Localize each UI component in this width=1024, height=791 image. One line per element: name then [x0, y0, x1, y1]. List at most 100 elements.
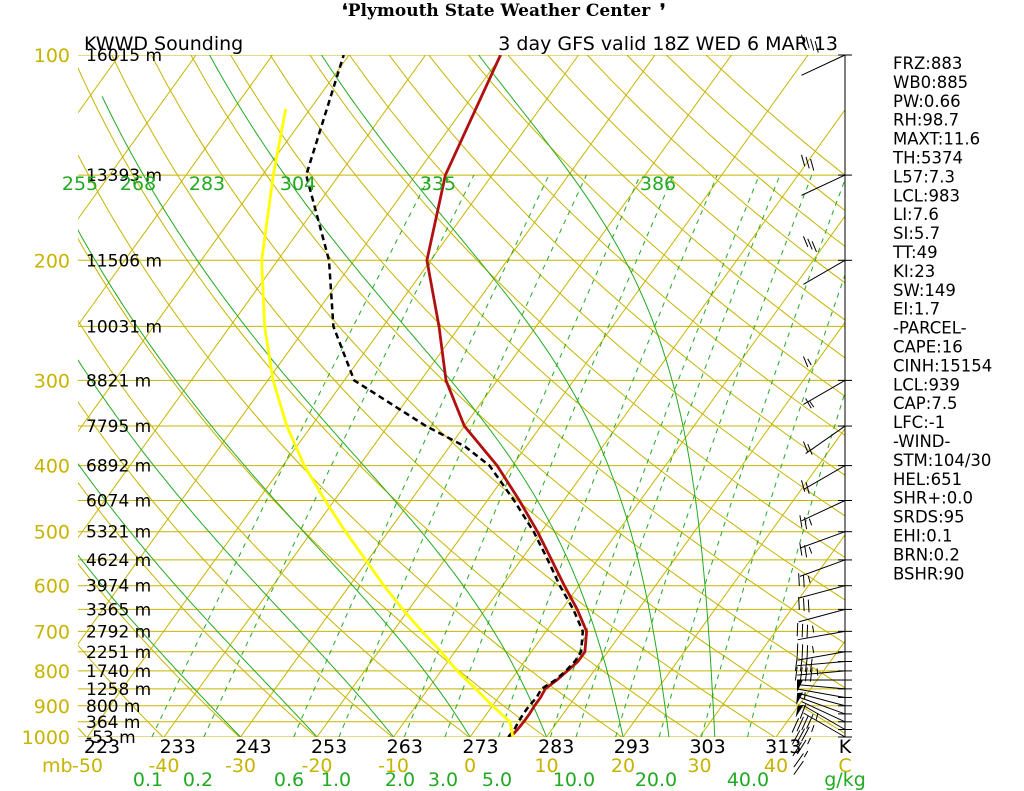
mixing-ratio-line [575, 174, 781, 737]
index-line: STM:104/30 [893, 451, 991, 470]
mixing-ratio-tick-label: 0.1 [133, 769, 163, 791]
wind-barb-staff [798, 692, 846, 707]
wind-barb-flag [796, 739, 807, 755]
index-line: -PARCEL- [893, 319, 967, 338]
pressure-label: 200 [34, 250, 70, 272]
mixing-ratio-tick-label: 2.0 [385, 769, 415, 791]
theta-tick-label: 223 [84, 736, 120, 758]
isotherm-line [78, 55, 273, 327]
wind-barb-flag [791, 718, 800, 733]
index-line: EI:1.7 [893, 300, 940, 319]
wind-barb-flag [799, 667, 803, 681]
theta-e-label: 335 [420, 173, 456, 195]
index-line: LCL:983 [893, 186, 960, 205]
wind-barb-staff [797, 688, 846, 698]
wind-barb-half-flag [812, 645, 815, 654]
wind-barb-flag [804, 658, 808, 672]
theta-tick-label: 303 [689, 736, 725, 758]
wind-barb-flag [805, 156, 810, 169]
pressure-label: 600 [34, 576, 70, 598]
index-line: HEL:651 [893, 470, 962, 489]
theta-tick-label: 273 [462, 736, 498, 758]
mixing-ratio-tick-label: 0.2 [183, 769, 213, 791]
mixing-ratio-line [203, 174, 475, 737]
index-line: WB0:885 [893, 73, 968, 92]
wind-barb-half-flag [808, 546, 813, 554]
theta-e-label: 386 [640, 173, 676, 195]
wind-barb-flag [799, 704, 807, 719]
height-label: 2251 m [86, 643, 151, 663]
wind-barb-flag [796, 728, 806, 744]
mixing-ratio-line [338, 174, 587, 737]
pressure-label: 300 [34, 370, 70, 392]
isotherm-line [78, 55, 426, 539]
dry-adiabat-line [78, 644, 164, 737]
wind-barb-staff [797, 670, 846, 676]
pressure-label: 1000 [22, 727, 70, 749]
isotherm-line [699, 534, 845, 737]
dry-adiabat-line [388, 55, 845, 476]
temperature-tick-label: 20 [611, 755, 635, 777]
wind-barb-flag [811, 241, 817, 253]
temperature-tick-label: -10 [378, 755, 409, 777]
wind-barb-flag [796, 716, 804, 732]
theta-unit-label: K [839, 736, 852, 758]
wind-barb-half-flag [804, 692, 806, 700]
wind-barb-staff [797, 651, 846, 661]
wind-barb-flag [792, 741, 802, 757]
mixing-ratio-tick-label: 40.0 [727, 769, 769, 791]
wind-barb-staff [803, 465, 846, 491]
mixing-ratio-tick-label: 1.0 [321, 769, 351, 791]
height-label: 7795 m [86, 417, 151, 437]
dry-adiabat-line [78, 319, 470, 737]
index-line: -WIND- [893, 432, 951, 451]
dry-adiabat-line [150, 55, 845, 734]
wind-barb-half-flag [812, 625, 815, 633]
isotherm-line [622, 427, 845, 737]
wind-barb-staff [799, 559, 846, 577]
dry-adiabat-line [78, 562, 241, 737]
theta-tick-label: 233 [160, 736, 196, 758]
moist-adiabat-line [78, 462, 318, 737]
mixing-ratio-line [151, 174, 431, 737]
wind-barb-flag [809, 658, 813, 673]
wind-barb-flag [801, 715, 809, 731]
wind-barb-staff [801, 500, 846, 522]
index-line: BRN:0.2 [893, 545, 960, 564]
pressure-label: 400 [34, 456, 70, 478]
dry-adiabat-line [190, 55, 845, 689]
height-label: 1258 m [86, 680, 151, 700]
height-label: 3365 m [86, 600, 151, 620]
wind-barb-flag [806, 624, 809, 639]
temperature-unit-label: C [838, 755, 851, 777]
temperature-tick-label: -20 [301, 755, 332, 777]
index-line: LI:7.6 [893, 205, 939, 224]
wind-barb-half-flag [807, 575, 811, 583]
index-line: PW:0.66 [893, 92, 961, 111]
wind-barb-staff [798, 608, 846, 623]
parcel-curve [260, 108, 515, 737]
theta-e-label: 268 [120, 173, 156, 195]
wind-barb-half-flag [816, 668, 819, 676]
mixing-ratio-tick-label: 0.6 [274, 769, 304, 791]
index-line: KI:23 [893, 262, 935, 281]
wind-barb-staff [797, 684, 846, 690]
wind-barb-flag [798, 596, 800, 610]
wind-barb-flag [801, 644, 804, 658]
height-label: 8821 m [86, 371, 151, 391]
temperature-tick-label: 30 [687, 755, 711, 777]
wind-barb-pennant [797, 680, 803, 693]
pressure-label: 100 [34, 45, 70, 67]
wind-barb-flag [799, 657, 803, 672]
chart-right-title: 3 day GFS valid 18Z WED 6 MAR 13 [498, 33, 838, 55]
theta-e-label: 283 [189, 173, 225, 195]
index-line: L57:7.3 [893, 167, 955, 186]
wind-barb-pennant [796, 692, 804, 706]
isotherm-line [393, 109, 845, 737]
wind-barb-half-flag [811, 725, 815, 732]
mixing-ratio-line [498, 174, 718, 737]
moist-adiabat-line [209, 55, 624, 737]
dry-adiabat-line [78, 237, 547, 737]
temperature-tick-label: 0 [464, 755, 476, 777]
wind-barb-flag [799, 515, 803, 528]
